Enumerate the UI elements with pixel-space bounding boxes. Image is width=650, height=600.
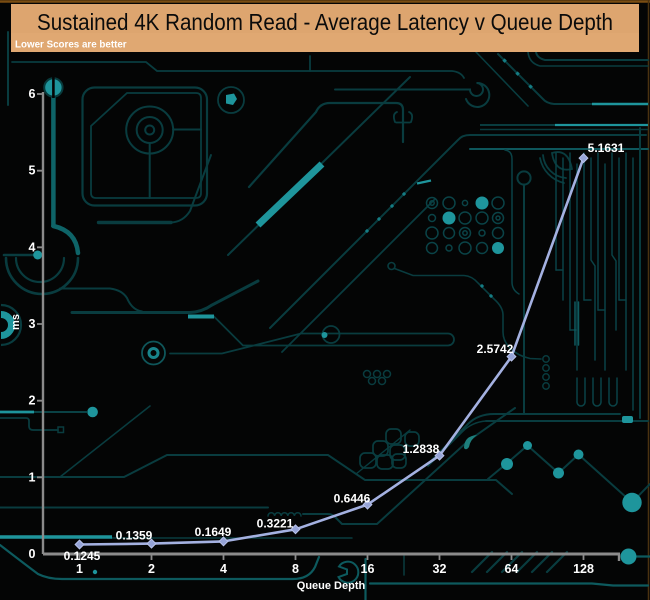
- svg-text:32: 32: [433, 562, 447, 576]
- svg-text:4: 4: [29, 240, 36, 254]
- svg-text:0.1245: 0.1245: [64, 549, 101, 563]
- svg-text:0.1649: 0.1649: [195, 525, 232, 539]
- svg-text:0: 0: [29, 547, 36, 561]
- svg-text:64: 64: [505, 562, 519, 576]
- svg-text:1: 1: [29, 470, 36, 484]
- svg-text:0.1359: 0.1359: [116, 529, 153, 543]
- svg-text:6: 6: [29, 87, 36, 101]
- svg-text:16: 16: [361, 562, 375, 576]
- svg-text:2: 2: [148, 562, 155, 576]
- svg-text:1: 1: [76, 562, 83, 576]
- svg-text:1.2838: 1.2838: [403, 442, 440, 456]
- svg-text:5: 5: [29, 164, 36, 178]
- svg-text:Queue Depth: Queue Depth: [297, 580, 366, 592]
- svg-text:0.3221: 0.3221: [257, 517, 294, 531]
- svg-text:Lower Scores are better: Lower Scores are better: [15, 40, 127, 51]
- svg-text:3: 3: [29, 317, 36, 331]
- svg-text:128: 128: [573, 562, 594, 576]
- svg-text:Sustained 4K Random Read - Ave: Sustained 4K Random Read - Average Laten…: [37, 9, 613, 35]
- svg-text:0.6446: 0.6446: [334, 492, 371, 506]
- svg-text:4: 4: [220, 562, 227, 576]
- svg-text:2.5742: 2.5742: [477, 342, 514, 356]
- svg-text:2: 2: [29, 394, 36, 408]
- svg-text:5.1631: 5.1631: [588, 141, 625, 155]
- svg-text:8: 8: [292, 562, 299, 576]
- svg-text:ms: ms: [10, 314, 22, 330]
